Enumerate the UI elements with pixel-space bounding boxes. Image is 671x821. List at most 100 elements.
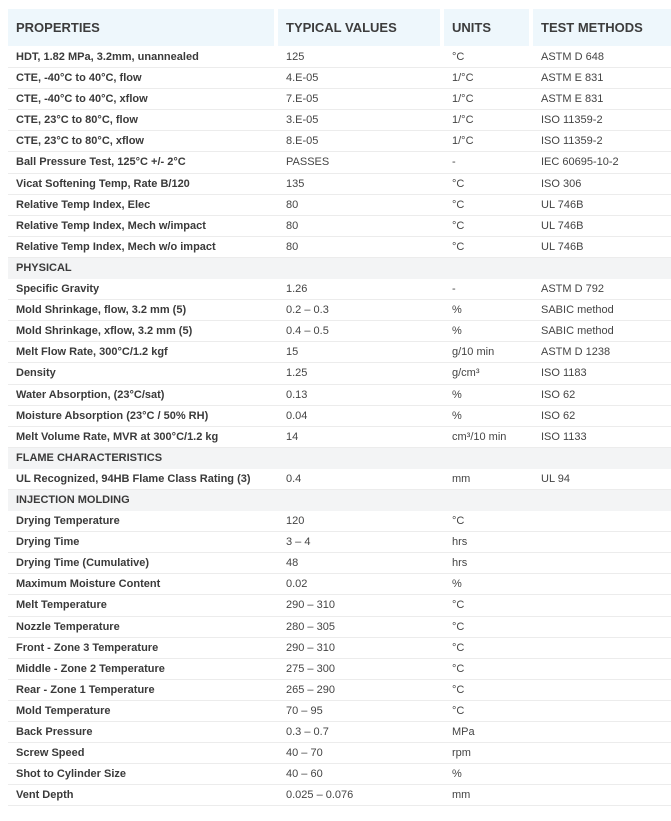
typical-value: 120	[286, 515, 305, 528]
unit: °C	[452, 641, 465, 654]
properties-table: PROPERTIES TYPICAL VALUES UNITS TEST MET…	[8, 9, 671, 807]
typical-value: 3 – 4	[286, 536, 311, 549]
property-name: Middle - Zone 2 Temperature	[16, 662, 165, 675]
test-method: ISO 11359-2	[541, 135, 603, 148]
unit: g/cm³	[452, 367, 480, 380]
test-method: ISO 1183	[541, 367, 587, 380]
table-row: Density 1.25 g/cm³ ISO 1183	[8, 363, 671, 385]
typical-value: 80	[286, 198, 299, 211]
test-method: ASTM D 1238	[541, 346, 611, 359]
test-method: ISO 62	[541, 409, 576, 422]
property-name: Drying Temperature	[16, 515, 120, 528]
unit: °C	[452, 51, 465, 63]
table-row: Drying Time (Cumulative) 48 hrs	[8, 553, 671, 575]
unit: hrs	[452, 536, 468, 549]
section-header: PHYSICAL	[8, 257, 671, 280]
typical-value: 135	[286, 177, 305, 190]
property-name: Shot to Cylinder Size	[16, 768, 127, 781]
property-name: Ball Pressure Test, 125°C +/- 2°C	[16, 156, 186, 169]
test-method: ISO 62	[541, 388, 576, 401]
property-name: Relative Temp Index, Mech w/impact	[16, 219, 206, 232]
property-name: Vent Depth	[16, 789, 74, 802]
unit: %	[452, 304, 462, 317]
typical-value: 15	[286, 346, 299, 359]
typical-value: 290 – 310	[286, 641, 335, 654]
property-name: CTE, -40°C to 40°C, xflow	[16, 93, 148, 106]
unit: °C	[452, 620, 465, 633]
unit: 1/°C	[452, 72, 474, 85]
typical-value: 8.E-05	[286, 135, 319, 148]
typical-value: 0.13	[286, 388, 308, 401]
property-name: Rear - Zone 1 Temperature	[16, 683, 155, 696]
property-name: Density	[16, 367, 56, 380]
typical-value: 280 – 305	[286, 620, 335, 633]
table-row: Rear - Zone 1 Temperature 265 – 290 °C	[8, 680, 671, 701]
property-name: Vicat Softening Temp, Rate B/120	[16, 177, 190, 190]
typical-value: 0.4	[286, 472, 302, 485]
unit: °C	[452, 662, 465, 675]
table-row: Shot to Cylinder Size 40 – 60%	[8, 764, 671, 786]
table-row: Drying Time 3 – 4 hrs	[8, 532, 671, 554]
typical-value: 48	[286, 557, 299, 570]
typical-value: 80	[286, 240, 299, 253]
table-row: Relative Temp Index, Elec 80 °C UL 746B	[8, 195, 671, 216]
table-row: Mold Temperature 70 – 95 °C	[8, 701, 671, 722]
typical-value: PASSES	[286, 156, 330, 169]
typical-value: 0.4 – 0.5	[286, 325, 329, 338]
unit: 1/°C	[452, 93, 474, 106]
typical-value: 14	[286, 430, 299, 443]
property-name: Maximum Moisture Content	[16, 578, 161, 591]
unit: -	[452, 283, 456, 296]
typical-value: 40 – 70	[286, 747, 323, 760]
unit: mm	[452, 472, 471, 485]
test-method	[533, 743, 671, 763]
unit: MPa	[452, 726, 475, 738]
test-method: ISO 1133	[541, 430, 587, 443]
table-row: CTE, 23°C to 80°C, flow 3.E-05 1/°C ISO 113…	[8, 110, 671, 132]
table-row: Mold Shrinkage, xflow, 3.2 mm (5) 0.4 – 0…	[8, 321, 671, 343]
table-row: Relative Temp Index, Mech w/impact 80 °C UL…	[8, 216, 671, 237]
section-header: INJECTION MOLDING	[8, 489, 671, 512]
property-name: Relative Temp Index, Elec	[16, 198, 151, 211]
test-method: ISO 306	[541, 177, 582, 190]
unit: °C	[452, 240, 465, 253]
test-method: UL 746B	[541, 240, 584, 253]
test-method	[533, 764, 671, 784]
typical-value: 0.3 – 0.7	[286, 726, 329, 738]
unit: °C	[452, 177, 465, 190]
table-row: UL Recognized, 94HB Flame Class Rating (…	[8, 469, 671, 490]
typical-value: 0.025 – 0.076	[286, 789, 354, 802]
property-name: CTE, 23°C to 80°C, xflow	[16, 135, 144, 148]
typical-value: 80	[286, 219, 299, 232]
unit: g/10 min	[452, 346, 495, 359]
property-name: Mold Temperature	[16, 704, 111, 717]
test-method	[533, 595, 671, 615]
typical-value: 275 – 300	[286, 662, 335, 675]
property-name: CTE, -40°C to 40°C, flow	[16, 72, 142, 85]
table-row: Water Absorption, (23°C/sat) 0.13% ISO 62	[8, 385, 671, 406]
header-properties: PROPERTIES	[8, 9, 274, 46]
typical-value: 7.E-05	[286, 93, 319, 106]
test-method	[533, 722, 671, 742]
table-row: Melt Temperature 290 – 310 °C	[8, 595, 671, 617]
property-name: Water Absorption, (23°C/sat)	[16, 388, 165, 401]
property-name: Melt Volume Rate, MVR at 300°C/1.2 kg	[16, 430, 219, 443]
property-name: Moisture Absorption (23°C / 50% RH)	[16, 409, 209, 422]
test-method: ASTM E 831	[541, 72, 604, 85]
table-row: CTE, 23°C to 80°C, xflow 8.E-05 1/°C ISO 11…	[8, 131, 671, 153]
typical-value: 70 – 95	[286, 704, 323, 717]
header-units: UNITS	[444, 9, 529, 46]
table-row: CTE, -40°C to 40°C, flow 4.E-05 1/°C ASTM E…	[8, 68, 671, 90]
table-row: Drying Temperature 120 °C	[8, 511, 671, 533]
test-method: ISO 11359-2	[541, 114, 603, 127]
test-method	[533, 638, 671, 658]
test-method	[533, 701, 671, 721]
typical-value: 3.E-05	[286, 114, 319, 127]
table-row: Melt Volume Rate, MVR at 300°C/1.2 kg 14 c…	[8, 427, 671, 448]
test-method: UL 94	[541, 472, 570, 485]
property-name: Mold Shrinkage, flow, 3.2 mm (5)	[16, 304, 187, 317]
table-row: Vent Depth 0.025 – 0.076 mm	[8, 785, 671, 807]
table-header: PROPERTIES TYPICAL VALUES UNITS TEST MET…	[8, 9, 671, 46]
unit: mm	[452, 789, 471, 802]
property-name: Front - Zone 3 Temperature	[16, 641, 159, 654]
